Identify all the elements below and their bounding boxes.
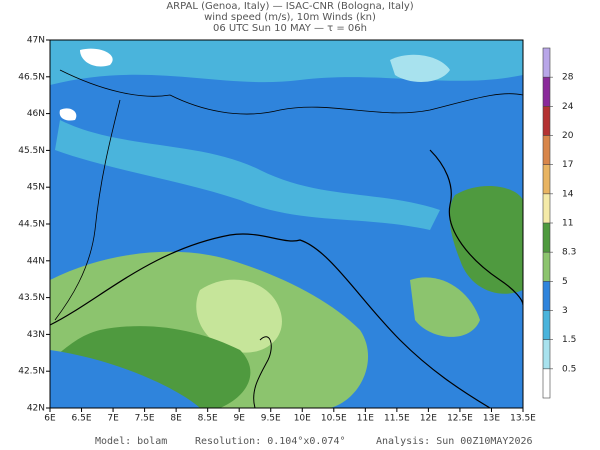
x-tick-label: 9E xyxy=(233,414,245,424)
map-field xyxy=(50,40,523,408)
y-tick-label: 45N xyxy=(27,183,45,193)
y-tick-label: 43N xyxy=(27,330,45,340)
field-patch xyxy=(390,54,450,82)
colorbar-segment xyxy=(543,135,550,165)
x-tick-label: 6.5E xyxy=(72,414,92,424)
x-tick-label: 7E xyxy=(107,414,119,424)
field-patch xyxy=(449,185,523,294)
coastline xyxy=(50,233,491,408)
x-tick-label: 12.5E xyxy=(447,414,473,424)
footer-model: Model: bolam xyxy=(95,436,167,447)
field-patch xyxy=(410,277,480,337)
colorbar-label: 3 xyxy=(562,306,568,316)
border xyxy=(54,99,121,321)
colorbar-label: 24 xyxy=(562,102,574,112)
colorbar-segment xyxy=(543,252,550,282)
header-line: wind speed (m/s), 10m Winds (kn) xyxy=(204,12,376,23)
footer-analysis: Analysis: Sun 00Z10MAY2026 xyxy=(376,436,533,447)
y-tick-label: 46.5N xyxy=(18,72,45,82)
y-tick-label: 44N xyxy=(27,256,45,266)
x-tick-label: 7.5E xyxy=(135,414,155,424)
colorbar-label: 11 xyxy=(562,219,573,229)
colorbar-label: 20 xyxy=(562,131,574,141)
y-tick-label: 47N xyxy=(27,36,45,46)
colorbar-segment xyxy=(543,77,550,107)
x-tick-label: 13.5E xyxy=(510,414,536,424)
footer-resolution: Resolution: 0.104°x0.074° xyxy=(195,436,346,447)
y-tick-label: 42N xyxy=(27,404,45,414)
colorbar-segment xyxy=(543,310,550,340)
field-patch xyxy=(55,120,440,230)
colorbar-label: 17 xyxy=(562,160,573,170)
header-line: 06 UTC Sun 10 MAY — τ = 06h xyxy=(213,23,367,34)
y-tick-label: 42.5N xyxy=(18,367,45,377)
colorbar-segment xyxy=(543,339,550,369)
colorbar-segment xyxy=(543,281,550,311)
colorbar-label: 0.5 xyxy=(562,364,576,374)
colorbar-segment xyxy=(543,193,550,223)
x-tick-label: 9.5E xyxy=(261,414,281,424)
colorbar-segment xyxy=(543,48,550,78)
y-tick-label: 45.5N xyxy=(18,146,45,156)
colorbar-segment xyxy=(543,223,550,253)
y-tick-label: 44.5N xyxy=(18,220,45,230)
x-tick-label: 8.5E xyxy=(198,414,218,424)
field-patch xyxy=(50,350,200,408)
x-tick-label: 11.5E xyxy=(384,414,410,424)
colorbar-label: 14 xyxy=(562,189,574,199)
colorbar-segment xyxy=(543,164,550,194)
x-tick-label: 8E xyxy=(170,414,182,424)
x-tick-label: 11E xyxy=(357,414,374,424)
coastline xyxy=(429,149,523,306)
colorbar-segment xyxy=(543,368,550,398)
border xyxy=(59,69,523,115)
field-patch xyxy=(80,48,113,67)
field-patch xyxy=(59,108,77,121)
field-patch xyxy=(196,279,282,353)
x-tick-label: 13E xyxy=(483,414,500,424)
x-tick-label: 10.5E xyxy=(321,414,347,424)
colorbar-label: 5 xyxy=(562,277,568,287)
island-coast xyxy=(253,336,272,408)
colorbar-label: 28 xyxy=(562,73,574,83)
y-tick-label: 43.5N xyxy=(18,293,45,303)
x-tick-label: 12E xyxy=(420,414,437,424)
x-tick-label: 6E xyxy=(44,414,56,424)
x-tick-label: 10E xyxy=(294,414,311,424)
colorbar-label: 1.5 xyxy=(562,335,576,345)
y-tick-label: 46N xyxy=(27,109,45,119)
colorbar-segment xyxy=(543,106,550,136)
header-line: ARPAL (Genoa, Italy) — ISAC-CNR (Bologna… xyxy=(166,1,413,12)
colorbar-label: 8.3 xyxy=(562,248,576,258)
